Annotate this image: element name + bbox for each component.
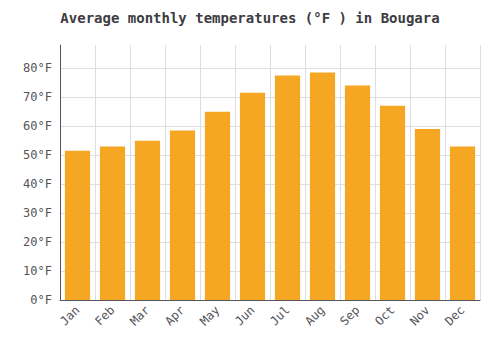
svg-text:0°F: 0°F xyxy=(30,293,52,307)
svg-text:Mar: Mar xyxy=(127,303,152,328)
svg-text:May: May xyxy=(197,303,222,328)
svg-text:10°F: 10°F xyxy=(23,264,52,278)
svg-text:30°F: 30°F xyxy=(23,206,52,220)
svg-text:70°F: 70°F xyxy=(23,90,52,104)
svg-text:Aug: Aug xyxy=(302,303,327,328)
svg-text:60°F: 60°F xyxy=(23,119,52,133)
svg-text:Jan: Jan xyxy=(57,303,82,328)
svg-text:Oct: Oct xyxy=(372,303,397,328)
svg-text:Sep: Sep xyxy=(337,303,362,328)
svg-text:Jul: Jul xyxy=(267,303,292,328)
svg-text:Dec: Dec xyxy=(442,303,467,328)
svg-text:Average monthly temperatures (: Average monthly temperatures (°F ) in Bo… xyxy=(60,10,439,26)
svg-text:Feb: Feb xyxy=(92,303,117,328)
svg-text:20°F: 20°F xyxy=(23,235,52,249)
svg-text:Jun: Jun xyxy=(232,303,257,328)
svg-text:40°F: 40°F xyxy=(23,177,52,191)
svg-text:Nov: Nov xyxy=(407,303,432,328)
svg-text:Apr: Apr xyxy=(162,303,187,328)
svg-text:80°F: 80°F xyxy=(23,61,52,75)
svg-text:50°F: 50°F xyxy=(23,148,52,162)
